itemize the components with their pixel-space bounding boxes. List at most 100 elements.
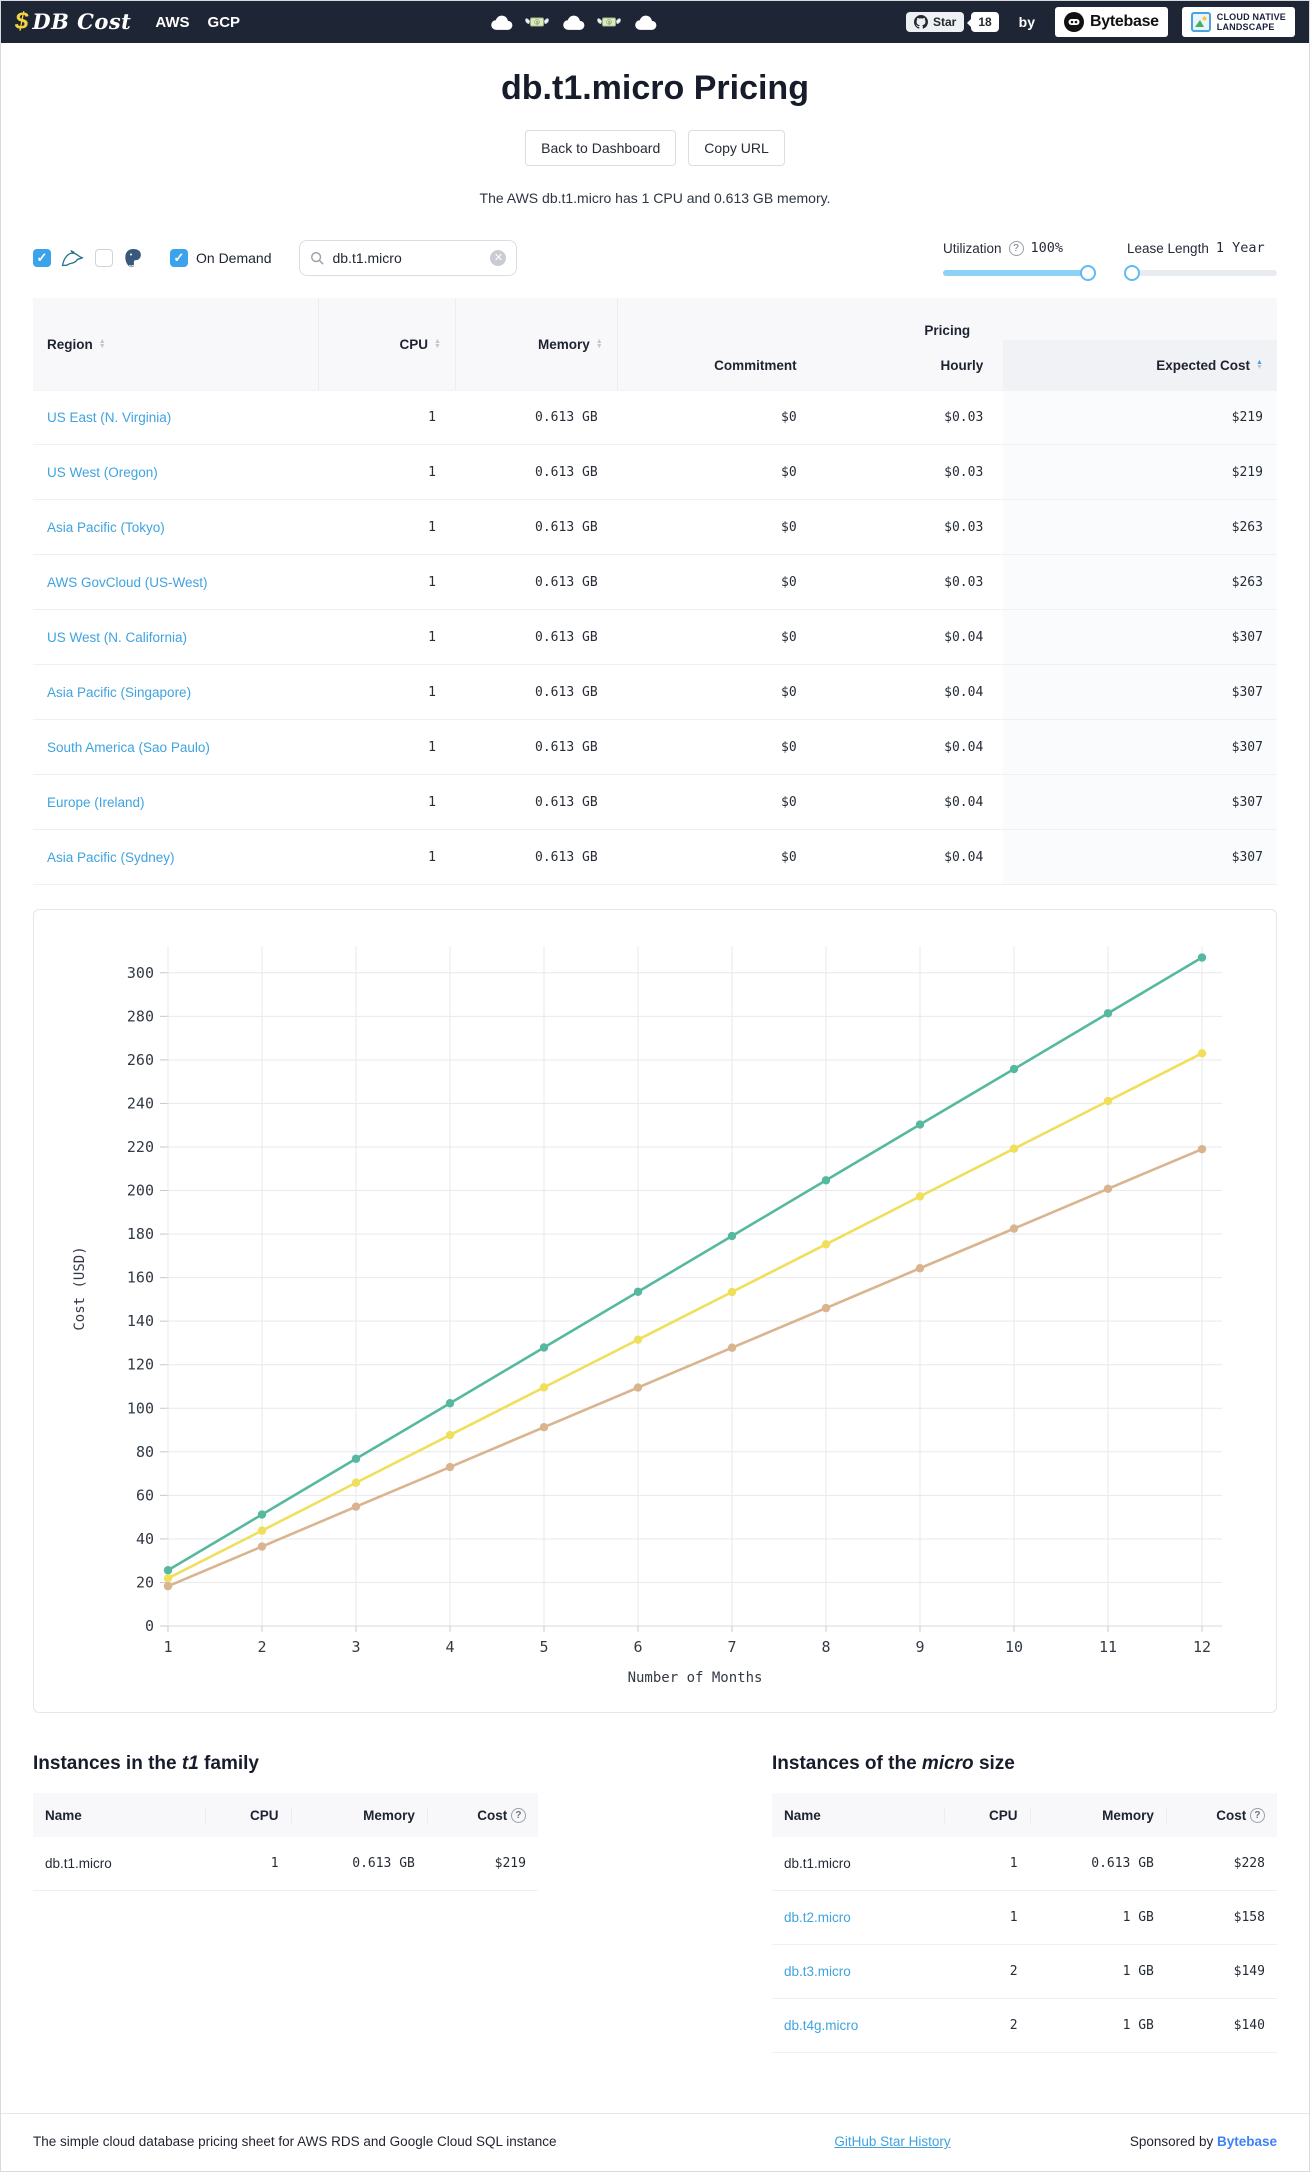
svg-text:280: 280 bbox=[127, 1007, 154, 1025]
column-header-cpu: CPU bbox=[943, 1807, 1030, 1823]
search-value: db.t1.micro bbox=[332, 250, 402, 266]
instance-link[interactable]: db.t2.micro bbox=[784, 1910, 851, 1925]
db-cost-logo[interactable]: $ DB Cost bbox=[15, 8, 131, 36]
memory-value: 0.613 GB bbox=[535, 794, 598, 810]
cpu-value: 1 bbox=[428, 464, 436, 480]
instance-link[interactable]: db.t4g.micro bbox=[784, 2018, 859, 2033]
chart-point bbox=[1197, 1144, 1207, 1154]
chart-line bbox=[167, 956, 1203, 1572]
postgres-elephant-icon[interactable] bbox=[123, 248, 144, 269]
page-title: db.t1.micro Pricing bbox=[501, 69, 809, 107]
cpu-value: 1 bbox=[428, 739, 436, 755]
pricing-table-row: US West (N. California) 1 0.613 GB $0 $0.04 $… bbox=[33, 610, 1277, 665]
svg-text:3: 3 bbox=[351, 1638, 360, 1656]
chart-point bbox=[351, 1478, 361, 1487]
chart-point bbox=[821, 1176, 831, 1185]
chart-point bbox=[633, 1335, 643, 1344]
svg-text:180: 180 bbox=[127, 1225, 154, 1243]
pricing-table-body: US East (N. Virginia) 1 0.613 GB $0 $0.03 $21… bbox=[33, 390, 1277, 885]
region-link[interactable]: Asia Pacific (Singapore) bbox=[47, 684, 192, 700]
chart-point bbox=[727, 1287, 737, 1297]
chart-point bbox=[539, 1423, 549, 1432]
expected-cost-value: $263 bbox=[1003, 555, 1277, 609]
cost-help-icon[interactable]: ? bbox=[510, 1807, 526, 1823]
pricing-table-row: Asia Pacific (Sydney) 1 0.613 GB $0 $0.04 $30… bbox=[33, 830, 1277, 885]
star-label: Star bbox=[932, 15, 957, 29]
mysql-dolphin-icon[interactable] bbox=[61, 249, 85, 267]
svg-text:Cost (USD): Cost (USD) bbox=[72, 1246, 88, 1330]
column-header-region[interactable]: Region ▲ ▼ bbox=[33, 298, 320, 390]
region-link[interactable]: Asia Pacific (Tokyo) bbox=[47, 519, 165, 535]
nav-item-gcp[interactable]: GCP bbox=[207, 13, 241, 31]
cpu-value: 1 bbox=[428, 684, 436, 700]
hourly-value: $0.03 bbox=[944, 464, 984, 480]
cost-value: $149 bbox=[1233, 1964, 1265, 1979]
region-link[interactable]: US West (Oregon) bbox=[47, 464, 158, 480]
lease-length-value: 1 Year bbox=[1215, 240, 1265, 256]
bytebase-badge[interactable]: Bytebase bbox=[1055, 7, 1168, 37]
cpu-value: 1 bbox=[428, 410, 436, 425]
github-star-history-link[interactable]: GitHub Star History bbox=[834, 2134, 951, 2149]
money-with-wings-icon: $ bbox=[524, 13, 550, 31]
lease-length-slider-handle[interactable] bbox=[1124, 265, 1140, 281]
column-header-cpu[interactable]: CPU ▲ ▼ bbox=[319, 298, 456, 390]
memory-value: 0.613 GB bbox=[1091, 1856, 1154, 1871]
region-link[interactable]: South America (Sao Paulo) bbox=[47, 739, 210, 755]
search-icon bbox=[311, 252, 325, 265]
column-header-name: Name bbox=[784, 1807, 821, 1823]
copy-url-button[interactable]: Copy URL bbox=[688, 130, 785, 166]
utilization-help-icon[interactable]: ? bbox=[1008, 240, 1024, 256]
column-header-cpu: CPU bbox=[204, 1807, 291, 1823]
cncf-landscape-badge[interactable]: CLOUD NATIVE LANDSCAPE bbox=[1181, 7, 1295, 37]
memory-value: 1 GB bbox=[1122, 1964, 1154, 1979]
nav-item-aws[interactable]: AWS bbox=[155, 13, 190, 31]
on-demand-label: On Demand bbox=[196, 250, 272, 266]
hourly-value: $0.04 bbox=[944, 739, 984, 755]
region-link[interactable]: AWS GovCloud (US-West) bbox=[47, 574, 208, 590]
back-to-dashboard-button[interactable]: Back to Dashboard bbox=[525, 130, 677, 166]
svg-text:160: 160 bbox=[127, 1269, 154, 1287]
cpu-value: 1 bbox=[1009, 1910, 1018, 1925]
clear-search-icon[interactable]: ✕ bbox=[490, 250, 507, 266]
top-header-bar: $ DB Cost AWS GCP $ $ Star 18 by Bytebas… bbox=[1, 1, 1309, 43]
chart-point bbox=[1103, 1184, 1113, 1193]
cost-help-icon[interactable]: ? bbox=[1249, 1807, 1265, 1823]
svg-text:4: 4 bbox=[445, 1638, 454, 1656]
mysql-checkbox[interactable]: ✓ bbox=[33, 249, 51, 267]
cost-chart-card: 0 20 40 60 80 100 120 140 160 180 200 220 240 260 280 3… bbox=[33, 909, 1277, 1713]
column-header-memory[interactable]: Memory ▲ ▼ bbox=[456, 298, 618, 390]
size-section-title: Instances of the micro size bbox=[772, 1753, 1015, 1774]
sort-icon: ▲ ▼ bbox=[434, 338, 441, 350]
svg-text:100: 100 bbox=[127, 1399, 154, 1417]
region-link[interactable]: US East (N. Virginia) bbox=[47, 410, 172, 425]
cncf-line2: LANDSCAPE bbox=[1216, 22, 1275, 32]
chart-point bbox=[1009, 1224, 1019, 1233]
pricing-table-row: US East (N. Virginia) 1 0.613 GB $0 $0.03 $21… bbox=[33, 390, 1277, 445]
utilization-slider[interactable] bbox=[943, 265, 1096, 281]
github-star-count[interactable]: 18 bbox=[967, 12, 999, 32]
postgres-checkbox[interactable] bbox=[95, 249, 113, 267]
commitment-value: $0 bbox=[781, 464, 797, 480]
sponsor-bytebase-link[interactable]: Bytebase bbox=[1216, 2134, 1277, 2149]
region-link[interactable]: Asia Pacific (Sydney) bbox=[47, 849, 175, 865]
svg-text:5: 5 bbox=[539, 1638, 548, 1656]
utilization-control: Utilization ? 100% bbox=[943, 240, 1096, 281]
instance-table-row: db.t4g.micro 2 1 GB $140 bbox=[772, 1999, 1277, 2053]
cpu-value: 2 bbox=[1009, 1964, 1018, 1979]
column-header-expected-cost[interactable]: Expected Cost ▲ ▼ bbox=[1003, 340, 1277, 390]
svg-text:Number of Months: Number of Months bbox=[628, 1670, 763, 1686]
utilization-slider-handle[interactable] bbox=[1080, 265, 1096, 281]
utilization-label: Utilization bbox=[943, 240, 1002, 256]
instance-link[interactable]: db.t3.micro bbox=[784, 1964, 851, 1979]
lease-length-slider[interactable] bbox=[1124, 265, 1277, 281]
region-link[interactable]: Europe (Ireland) bbox=[47, 794, 145, 810]
region-link[interactable]: US West (N. California) bbox=[47, 629, 188, 645]
chart-point bbox=[257, 1526, 267, 1535]
pricing-table-row: Europe (Ireland) 1 0.613 GB $0 $0.04 $307 bbox=[33, 775, 1277, 830]
search-input[interactable]: db.t1.micro ✕ bbox=[299, 240, 518, 276]
chart-point bbox=[257, 1542, 267, 1551]
on-demand-checkbox[interactable]: ✓ bbox=[170, 249, 188, 267]
github-star-button[interactable]: Star bbox=[905, 12, 965, 32]
memory-value: 0.613 GB bbox=[535, 574, 598, 590]
svg-text:$: $ bbox=[608, 20, 611, 26]
